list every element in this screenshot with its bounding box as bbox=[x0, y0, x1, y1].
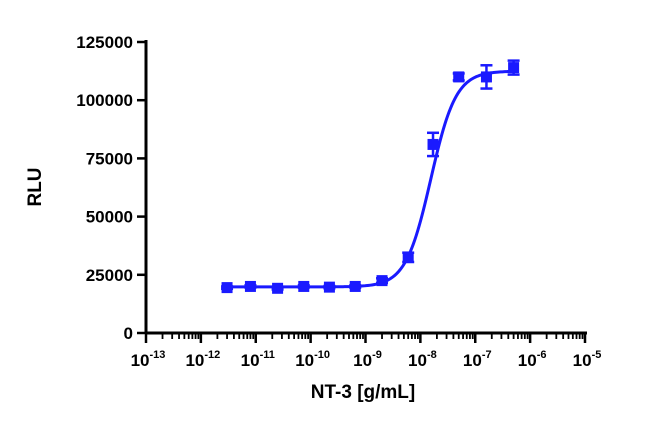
x-tick-label: 10-5 bbox=[573, 349, 602, 370]
data-point bbox=[323, 281, 336, 293]
data-point bbox=[297, 280, 310, 292]
y-tick-label: 25000 bbox=[86, 266, 133, 285]
data-marker bbox=[376, 275, 388, 287]
data-point bbox=[452, 71, 465, 83]
data-point bbox=[507, 59, 520, 76]
x-tick-label: 10-12 bbox=[185, 349, 220, 370]
data-point bbox=[376, 275, 389, 287]
y-tick-label: 100000 bbox=[76, 91, 133, 110]
data-marker bbox=[453, 71, 465, 83]
fit-curve bbox=[227, 69, 514, 289]
data-marker bbox=[244, 280, 256, 292]
y-tick-label: 0 bbox=[124, 324, 133, 343]
y-tick-label: 75000 bbox=[86, 149, 133, 168]
data-point bbox=[221, 282, 234, 294]
x-tick-label: 10-8 bbox=[408, 349, 437, 370]
data-marker bbox=[298, 280, 310, 292]
data-marker bbox=[323, 281, 335, 293]
data-marker bbox=[508, 62, 520, 74]
data-point bbox=[271, 282, 284, 294]
x-tick-label: 10-9 bbox=[353, 349, 382, 370]
y-tick-label: 125000 bbox=[76, 33, 133, 52]
y-tick-label: 50000 bbox=[86, 208, 133, 227]
data-point bbox=[427, 131, 440, 158]
x-axis-title: NT-3 [g/mL] bbox=[311, 382, 416, 403]
data-point bbox=[402, 251, 415, 264]
y-axis-title: RLU bbox=[25, 167, 46, 206]
data-marker bbox=[402, 251, 414, 263]
x-tick-label: 10-11 bbox=[241, 349, 275, 370]
data-marker bbox=[221, 282, 233, 294]
x-tick-label: 10-13 bbox=[131, 349, 166, 370]
x-tick-label: 10-7 bbox=[463, 349, 492, 370]
axes: 0 25000 50000 75000 100000 125000 10-13 10-12 10… bbox=[76, 33, 601, 370]
data-point bbox=[244, 280, 257, 292]
data-marker bbox=[349, 280, 361, 292]
fit-curve-layer bbox=[227, 69, 514, 289]
data-marker bbox=[427, 138, 439, 150]
data-marker bbox=[272, 282, 284, 294]
x-tick-label: 10-10 bbox=[295, 349, 330, 370]
data-point bbox=[480, 64, 493, 90]
data-points-layer bbox=[221, 59, 520, 294]
x-tick-label: 10-6 bbox=[518, 349, 547, 370]
data-point bbox=[349, 280, 362, 292]
data-marker bbox=[480, 71, 492, 83]
